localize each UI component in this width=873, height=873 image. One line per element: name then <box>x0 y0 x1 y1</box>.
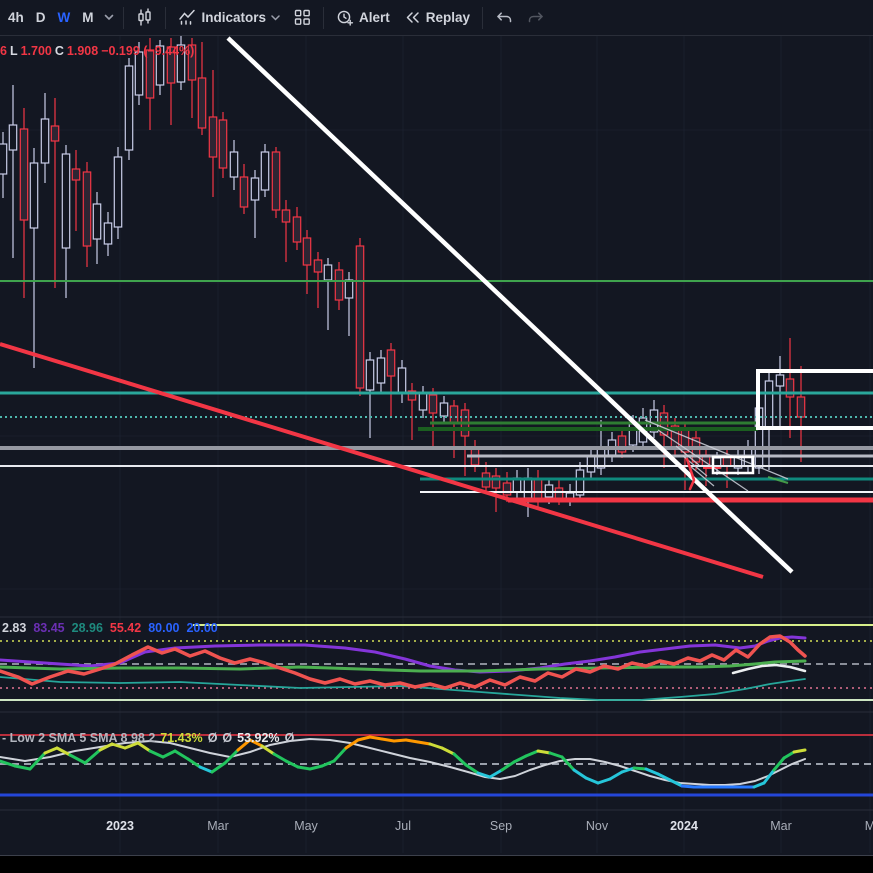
time-axis-label: Nov <box>585 819 609 833</box>
time-axis-label: Mar <box>207 819 229 833</box>
indicator1-value: 80.00 <box>148 621 180 635</box>
time-axis[interactable]: 2023 Mar May Jul Sep Nov 2024 Mar M <box>0 810 873 855</box>
timeframe-button-m[interactable]: M <box>82 10 94 25</box>
trendlines <box>0 36 794 579</box>
toolbar-separator <box>164 6 166 29</box>
indicator1-value: 83.45 <box>33 621 65 635</box>
ohlc-value: 6 <box>0 44 7 58</box>
candles-layer <box>0 36 806 517</box>
layout-grid-button[interactable] <box>287 4 318 32</box>
timeframe-button-d[interactable]: D <box>35 10 46 25</box>
grid-lines <box>0 36 873 853</box>
ohlc-value: −0.199 (−9.44%) <box>101 44 195 58</box>
pane-separators <box>0 616 873 811</box>
indicator2-value: 71.43% <box>160 731 203 745</box>
undo-arrow-icon <box>495 10 513 25</box>
replay-button[interactable]: Replay <box>397 4 477 32</box>
time-axis-label: Sep <box>489 819 513 833</box>
indicator1-frame <box>0 624 873 701</box>
indicator2-value: 53.92% <box>237 731 280 745</box>
candlestick-icon <box>136 8 153 27</box>
indicators-icon <box>178 9 197 26</box>
grid-layout-icon <box>294 9 311 26</box>
toolbar-separator <box>323 6 325 29</box>
top-toolbar: 4h D W M <box>0 0 873 36</box>
chevron-down-icon <box>271 14 280 21</box>
toolbar-separator <box>122 6 124 29</box>
time-axis-label: 2024 <box>670 819 698 833</box>
timeframe-group: 4h D W M <box>2 4 100 32</box>
indicator1-series <box>0 634 807 701</box>
indicator2-value: Ø <box>207 731 218 745</box>
alert-button[interactable]: Alert <box>329 4 397 32</box>
wedge-lines <box>644 419 789 492</box>
price-levels <box>0 280 873 503</box>
indicator2-value: Ø <box>284 731 295 745</box>
replay-icon <box>404 10 421 25</box>
redo-arrow-icon <box>527 10 545 25</box>
indicator2-value: - Low 2 SMA 5 SMA 8 98 2 <box>2 731 156 745</box>
toolbar-separator <box>482 6 484 29</box>
indicators-label: Indicators <box>201 10 267 25</box>
timeframe-button-4h[interactable]: 4h <box>8 10 24 25</box>
time-axis-label: 2023 <box>106 819 134 833</box>
alert-clock-icon <box>336 9 354 27</box>
time-axis-label: May <box>294 819 318 833</box>
indicator1-legend: 2.83 83.45 28.96 55.42 80.00 20.00 <box>2 621 225 635</box>
time-axis-label: Jul <box>395 819 411 833</box>
time-axis-label: M <box>864 819 873 833</box>
ohlc-value: 1.908 <box>66 44 99 58</box>
indicator2-legend: - Low 2 SMA 5 SMA 8 98 2 71.43% Ø Ø 53.92% Ø <box>2 731 299 745</box>
indicator1-value: 20.00 <box>186 621 218 635</box>
time-axis-label: Mar <box>770 819 792 833</box>
chevron-down-icon <box>104 14 114 21</box>
drawing-boxes <box>711 369 873 475</box>
ohlc-legend: 6 L 1.700 C 1.908 −0.199 (−9.44%) <box>0 44 197 58</box>
timeframe-button-w[interactable]: W <box>57 10 71 25</box>
ohlc-value: 1.700 <box>20 44 52 58</box>
chart-style-button[interactable] <box>129 4 160 32</box>
indicator1-value: 2.83 <box>2 621 27 635</box>
indicator1-value: 55.42 <box>109 621 142 635</box>
indicator2-value: Ø <box>222 731 233 745</box>
timeframe-dropdown-button[interactable] <box>100 4 118 32</box>
replay-label: Replay <box>425 10 471 25</box>
indicators-button[interactable]: Indicators <box>171 4 288 32</box>
undo-button[interactable] <box>488 4 520 32</box>
redo-button[interactable] <box>520 4 552 32</box>
bottom-strip <box>0 855 873 873</box>
ohlc-value: C <box>54 44 64 58</box>
indicator2-series <box>0 735 807 789</box>
indicator1-value: 28.96 <box>71 621 103 635</box>
ohlc-value: L <box>9 44 18 58</box>
alert-label: Alert <box>359 10 390 25</box>
